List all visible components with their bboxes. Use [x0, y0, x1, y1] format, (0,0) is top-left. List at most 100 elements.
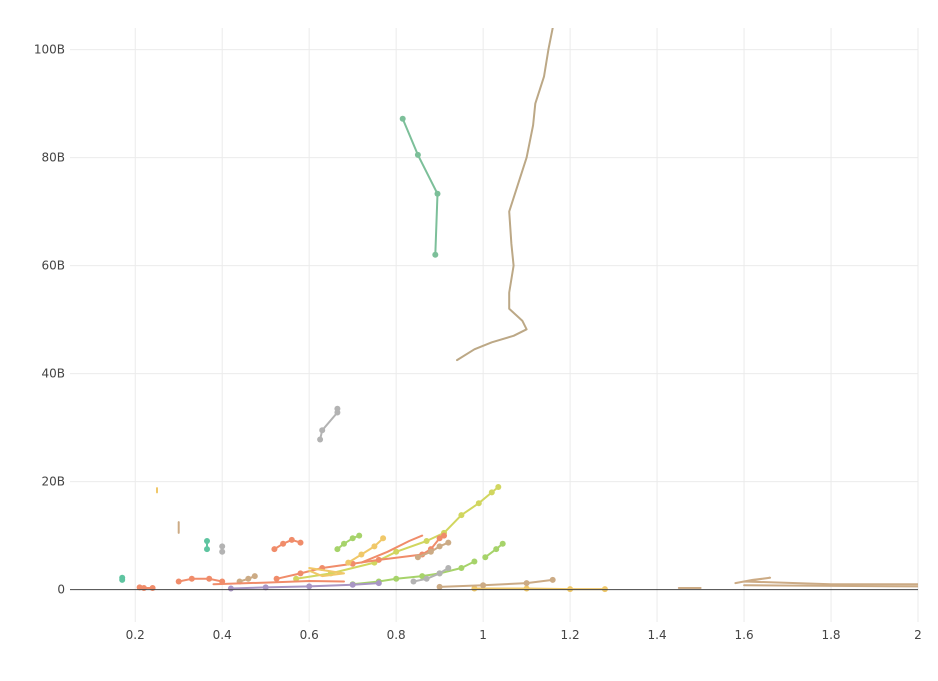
x-tick-label: 1.6 — [735, 628, 754, 642]
data-point[interactable] — [306, 583, 313, 590]
data-point[interactable] — [280, 540, 287, 547]
data-point[interactable] — [471, 558, 478, 565]
data-point[interactable] — [488, 489, 495, 496]
series-line — [401, 117, 439, 256]
data-point[interactable] — [251, 573, 258, 580]
data-point[interactable] — [273, 575, 280, 582]
y-tick-label: 40B — [41, 367, 65, 381]
data-point[interactable] — [188, 575, 195, 582]
data-point[interactable] — [523, 580, 530, 587]
series-21 — [734, 576, 918, 586]
series-4 — [334, 532, 363, 553]
series-line — [416, 541, 450, 559]
y-tick-label: 100B — [34, 43, 65, 57]
data-point[interactable] — [427, 548, 434, 555]
data-point[interactable] — [393, 548, 400, 555]
data-point[interactable] — [119, 574, 126, 581]
data-point[interactable] — [436, 543, 443, 550]
data-point[interactable] — [432, 251, 439, 258]
data-point[interactable] — [523, 585, 530, 592]
y-tick-label: 60B — [41, 259, 65, 273]
data-point[interactable] — [345, 559, 352, 566]
data-point[interactable] — [436, 570, 443, 577]
data-point[interactable] — [436, 535, 443, 542]
data-point[interactable] — [393, 575, 400, 582]
data-point[interactable] — [375, 556, 382, 563]
data-point[interactable] — [410, 578, 417, 585]
data-point[interactable] — [334, 546, 341, 553]
data-point[interactable] — [288, 536, 295, 543]
series-26 — [410, 565, 452, 585]
data-point[interactable] — [419, 573, 426, 580]
x-tick-label: 0.4 — [213, 628, 232, 642]
data-point[interactable] — [293, 575, 300, 582]
data-point[interactable] — [271, 546, 278, 553]
series-line — [308, 567, 345, 578]
x-tick-label: 1.8 — [821, 628, 840, 642]
data-point[interactable] — [262, 584, 269, 591]
series-line — [734, 576, 918, 586]
series-24 — [119, 574, 126, 583]
data-point[interactable] — [549, 576, 556, 583]
data-point[interactable] — [245, 575, 252, 582]
data-point[interactable] — [423, 575, 430, 582]
series-line — [273, 538, 302, 551]
data-point[interactable] — [436, 583, 443, 590]
data-point[interactable] — [358, 551, 365, 558]
series-13 — [308, 567, 345, 578]
series-line — [473, 587, 606, 591]
data-point[interactable] — [458, 512, 465, 519]
data-point[interactable] — [297, 539, 304, 546]
series-25 — [219, 543, 226, 555]
data-point[interactable] — [482, 554, 489, 561]
data-point[interactable] — [380, 535, 387, 542]
y-tick-label: 0 — [57, 583, 65, 597]
x-tick-label: 2 — [914, 628, 922, 642]
series-line — [177, 577, 224, 583]
data-point[interactable] — [480, 582, 487, 589]
data-point[interactable] — [334, 405, 341, 412]
data-point[interactable] — [434, 190, 441, 197]
data-point[interactable] — [499, 540, 506, 547]
data-point[interactable] — [175, 578, 182, 585]
series-line — [336, 534, 361, 551]
data-point[interactable] — [445, 565, 452, 571]
data-point[interactable] — [441, 532, 447, 539]
data-point[interactable] — [414, 554, 421, 561]
data-point[interactable] — [375, 580, 382, 587]
series-17 — [414, 539, 452, 561]
data-point[interactable] — [297, 570, 304, 577]
series-14 — [471, 585, 608, 593]
x-tick-label: 1 — [479, 628, 487, 642]
data-point[interactable] — [399, 115, 406, 122]
data-point[interactable] — [317, 436, 324, 443]
series-line — [212, 580, 345, 586]
y-tick-label: 20B — [41, 475, 65, 489]
x-tick-label: 0.2 — [126, 628, 145, 642]
data-point[interactable] — [495, 484, 502, 490]
data-point[interactable] — [204, 538, 210, 544]
series-line — [456, 28, 554, 362]
data-point[interactable] — [219, 548, 226, 555]
series-0 — [456, 28, 554, 362]
data-point[interactable] — [219, 543, 226, 550]
data-point[interactable] — [206, 575, 213, 582]
data-point[interactable] — [475, 500, 482, 507]
data-point[interactable] — [319, 427, 326, 434]
series-2 — [317, 405, 341, 443]
data-point[interactable] — [349, 581, 356, 588]
y-tick-label: 80B — [41, 151, 65, 165]
data-point[interactable] — [423, 538, 430, 544]
data-point[interactable] — [227, 585, 234, 592]
data-point[interactable] — [493, 546, 500, 553]
data-point[interactable] — [349, 535, 356, 542]
data-point[interactable] — [356, 532, 363, 539]
data-point[interactable] — [341, 540, 347, 547]
data-point[interactable] — [371, 543, 378, 550]
data-point[interactable] — [458, 565, 465, 571]
data-point[interactable] — [445, 539, 452, 546]
data-point[interactable] — [414, 151, 421, 158]
data-point[interactable] — [204, 546, 210, 553]
